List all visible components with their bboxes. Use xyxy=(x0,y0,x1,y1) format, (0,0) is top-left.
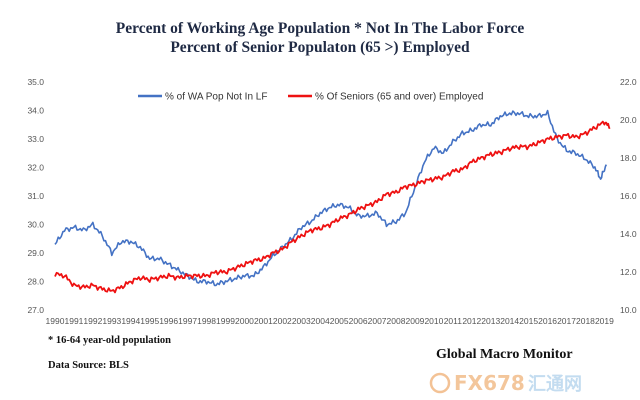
y-right-tick-label: 16.0 xyxy=(620,191,637,201)
y-right-tick-label: 14.0 xyxy=(620,229,637,239)
watermark-logo-icon xyxy=(429,372,451,394)
series-line-not-in-lf xyxy=(54,109,608,287)
watermark-cn: 汇通网 xyxy=(528,374,582,395)
chart-subtitle: Percent of Senior Populaton (65 >) Emplo… xyxy=(170,39,470,56)
watermark: FX678 汇通网 xyxy=(429,371,582,395)
y-left-tick-label: 32.0 xyxy=(27,163,44,173)
x-tick-label: 2018 xyxy=(576,316,595,326)
y-left-tick-label: 30.0 xyxy=(27,220,44,230)
x-tick-label: 2013 xyxy=(481,316,500,326)
x-tick-label: 1999 xyxy=(216,316,235,326)
x-tick-label: 2010 xyxy=(424,316,443,326)
x-tick-label: 2014 xyxy=(500,316,519,326)
brand-label: Global Macro Monitor xyxy=(436,347,573,362)
y-axis-right: 10.0 12.0 14.0 16.0 18.0 20.0 22.0 xyxy=(620,77,637,315)
y-left-tick-label: 31.0 xyxy=(27,191,44,201)
watermark-fx678: FX678 xyxy=(454,371,525,395)
y-left-tick-label: 33.0 xyxy=(27,134,44,144)
legend: % of WA Pop Not In LF % Of Seniors (65 a… xyxy=(138,92,483,103)
series-layer xyxy=(54,109,611,294)
y-left-tick-label: 35.0 xyxy=(27,77,44,87)
series-line-seniors-employed xyxy=(54,120,611,294)
y-right-tick-label: 22.0 xyxy=(620,77,637,87)
x-tick-label: 2016 xyxy=(538,316,557,326)
y-right-tick-label: 10.0 xyxy=(620,305,637,315)
data-source: Data Source: BLS xyxy=(48,360,129,371)
y-right-tick-label: 18.0 xyxy=(620,153,637,163)
y-right-tick-label: 12.0 xyxy=(620,267,637,277)
y-left-tick-label: 29.0 xyxy=(27,248,44,258)
x-tick-label: 2005 xyxy=(330,316,349,326)
x-tick-label: 1998 xyxy=(197,316,216,326)
x-tick-label: 2017 xyxy=(557,316,576,326)
x-tick-label: 1990 xyxy=(46,316,65,326)
footnote: * 16-64 year-old population xyxy=(48,335,171,346)
x-tick-label: 2007 xyxy=(368,316,387,326)
y-right-tick-label: 20.0 xyxy=(620,115,637,125)
chart-title: Percent of Working Age Population * Not … xyxy=(116,20,525,37)
x-tick-label: 1991 xyxy=(64,316,83,326)
x-tick-label: 2002 xyxy=(273,316,292,326)
x-tick-label: 2011 xyxy=(444,316,463,326)
x-tick-label: 1995 xyxy=(140,316,159,326)
x-tick-label: 2000 xyxy=(235,316,254,326)
x-tick-label: 2019 xyxy=(595,316,614,326)
x-tick-label: 2001 xyxy=(254,316,273,326)
x-axis: 1990 1991 1992 1993 1994 1995 1996 1997 1998 1999… xyxy=(46,316,615,326)
y-left-tick-label: 28.0 xyxy=(27,277,44,287)
y-left-tick-label: 34.0 xyxy=(27,106,44,116)
x-tick-label: 2003 xyxy=(292,316,311,326)
x-tick-label: 1996 xyxy=(159,316,178,326)
x-tick-label: 2015 xyxy=(519,316,538,326)
legend-label-seniors-employed: % Of Seniors (65 and over) Employed xyxy=(315,92,483,103)
legend-label-not-in-lf: % of WA Pop Not In LF xyxy=(165,92,267,103)
x-tick-label: 2006 xyxy=(349,316,368,326)
x-tick-label: 1993 xyxy=(102,316,121,326)
x-tick-label: 2004 xyxy=(311,316,330,326)
x-tick-label: 1994 xyxy=(121,316,140,326)
x-tick-label: 2008 xyxy=(387,316,406,326)
x-tick-label: 2012 xyxy=(462,316,481,326)
x-tick-label: 2009 xyxy=(406,316,425,326)
y-left-tick-label: 27.0 xyxy=(27,305,44,315)
y-axis-left: 27.0 28.0 29.0 30.0 31.0 32.0 33.0 34.0 35.0 xyxy=(27,77,44,315)
x-tick-label: 1997 xyxy=(178,316,197,326)
x-tick-label: 1992 xyxy=(83,316,102,326)
